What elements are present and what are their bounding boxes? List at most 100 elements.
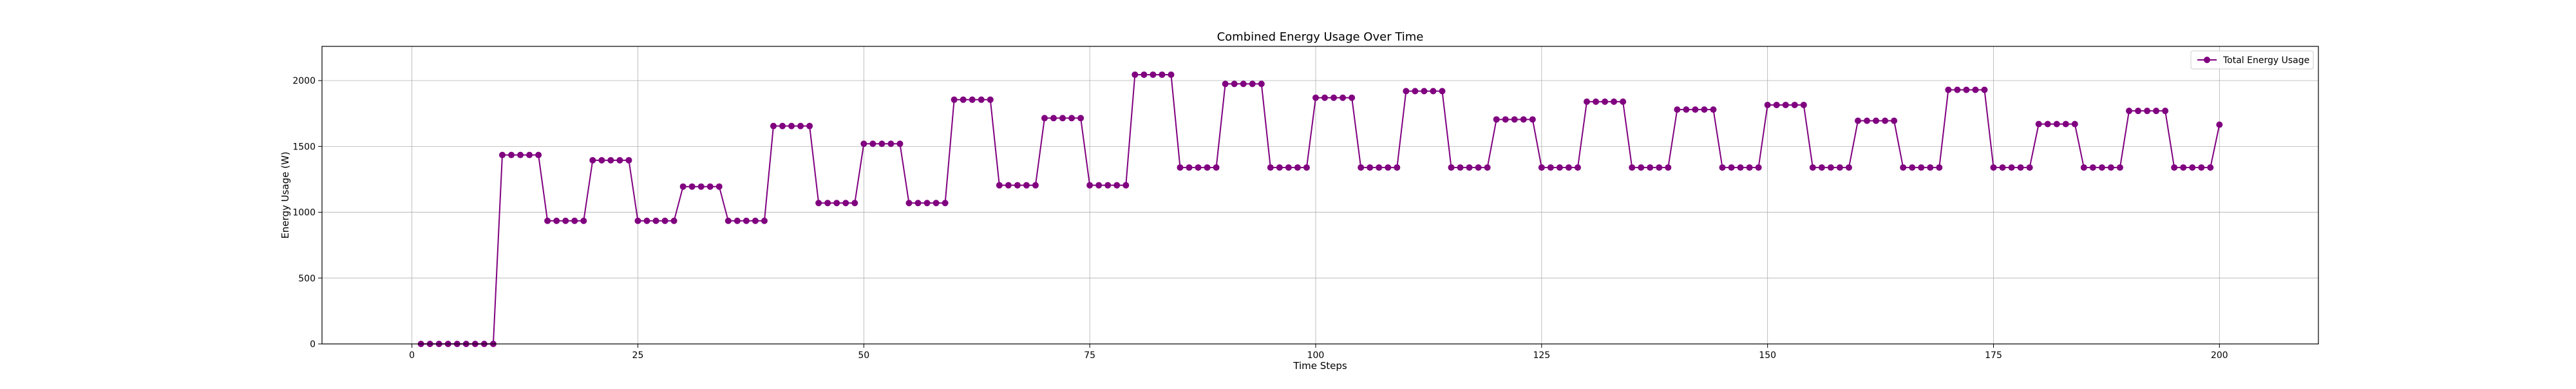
- data-point: [1421, 88, 1428, 95]
- data-point: [1583, 98, 1590, 105]
- data-point: [1113, 182, 1121, 189]
- data-point: [1602, 98, 1609, 105]
- data-point: [1864, 117, 1871, 124]
- data-point: [1258, 81, 1265, 88]
- data-point: [1719, 164, 1726, 171]
- data-point: [1014, 182, 1021, 189]
- data-point: [670, 217, 677, 224]
- data-point: [1403, 88, 1410, 95]
- x-tick-label: 150: [1759, 350, 1776, 361]
- data-point: [616, 157, 623, 164]
- data-point: [1168, 71, 1175, 78]
- data-point: [1095, 182, 1103, 189]
- data-point: [1321, 94, 1329, 101]
- data-point: [2144, 108, 2151, 115]
- data-point: [1854, 117, 1861, 124]
- data-point: [508, 151, 515, 158]
- data-point: [1177, 164, 1184, 171]
- data-point: [933, 200, 940, 207]
- data-point: [1701, 106, 1708, 113]
- data-point: [1086, 182, 1094, 189]
- data-point: [1800, 101, 1807, 108]
- data-point: [869, 140, 876, 147]
- data-point: [1611, 98, 1618, 105]
- data-point: [824, 200, 831, 207]
- data-point: [661, 217, 668, 224]
- data-point: [1457, 164, 1464, 171]
- data-point: [887, 140, 895, 147]
- data-point: [1620, 98, 1627, 105]
- data-point: [1195, 164, 1202, 171]
- data-point: [544, 217, 551, 224]
- data-point: [589, 157, 596, 164]
- data-point: [1746, 164, 1753, 171]
- data-point: [1665, 164, 1672, 171]
- data-point: [1240, 81, 1247, 88]
- data-point: [1981, 86, 1988, 93]
- data-point: [996, 182, 1003, 189]
- data-point: [1502, 116, 1509, 123]
- data-point: [1918, 164, 1925, 171]
- data-point: [2071, 120, 2078, 128]
- y-tick-label: 2000: [292, 76, 316, 86]
- data-point: [1782, 101, 1789, 108]
- data-point: [1647, 164, 1654, 171]
- x-tick-label: 0: [409, 350, 415, 361]
- data-point: [978, 96, 985, 103]
- data-point: [1927, 164, 1934, 171]
- data-point: [806, 122, 813, 129]
- data-point: [1276, 164, 1283, 171]
- data-point: [2189, 164, 2196, 171]
- data-point: [1186, 164, 1193, 171]
- data-point: [1466, 164, 1473, 171]
- data-point: [1827, 164, 1834, 171]
- data-point: [752, 217, 759, 224]
- data-point: [2135, 108, 2142, 115]
- data-point: [1430, 88, 1437, 95]
- data-point: [1520, 116, 1527, 123]
- data-point: [923, 200, 931, 207]
- data-point: [1963, 86, 1970, 93]
- data-point: [1394, 164, 1401, 171]
- data-point: [797, 122, 804, 129]
- data-point: [770, 122, 777, 129]
- data-point: [1385, 164, 1392, 171]
- data-point: [1954, 86, 1961, 93]
- plot-frame: [321, 46, 2319, 345]
- data-point: [1141, 71, 1148, 78]
- data-point: [607, 157, 614, 164]
- data-point: [1068, 115, 1075, 122]
- data-point: [1511, 116, 1518, 123]
- data-point: [580, 217, 587, 224]
- x-tick-label: 175: [1985, 350, 2002, 361]
- data-point: [724, 217, 732, 224]
- legend-marker-sample: [2204, 57, 2210, 63]
- data-point: [914, 200, 922, 207]
- data-point: [1972, 86, 1979, 93]
- data-point: [526, 151, 533, 158]
- data-point: [1737, 164, 1744, 171]
- data-point: [1249, 81, 1256, 88]
- data-point: [697, 183, 705, 190]
- data-point: [517, 151, 524, 158]
- data-point: [1159, 71, 1166, 78]
- data-point: [2026, 164, 2033, 171]
- data-point: [1809, 164, 1816, 171]
- data-point: [1294, 164, 1301, 171]
- data-point: [1818, 164, 1825, 171]
- data-point: [1132, 71, 1139, 78]
- data-point: [2008, 164, 2015, 171]
- data-point: [1493, 116, 1500, 123]
- data-point: [1150, 71, 1157, 78]
- data-point: [625, 157, 632, 164]
- data-point: [2171, 164, 2178, 171]
- data-point: [498, 151, 506, 158]
- data-point: [1475, 164, 1482, 171]
- data-point: [1448, 164, 1455, 171]
- data-point: [2035, 120, 2042, 128]
- data-point: [1891, 117, 1898, 124]
- data-point: [896, 140, 904, 147]
- y-axis-label: Energy Usage (W): [279, 151, 291, 238]
- data-point: [1349, 94, 1356, 101]
